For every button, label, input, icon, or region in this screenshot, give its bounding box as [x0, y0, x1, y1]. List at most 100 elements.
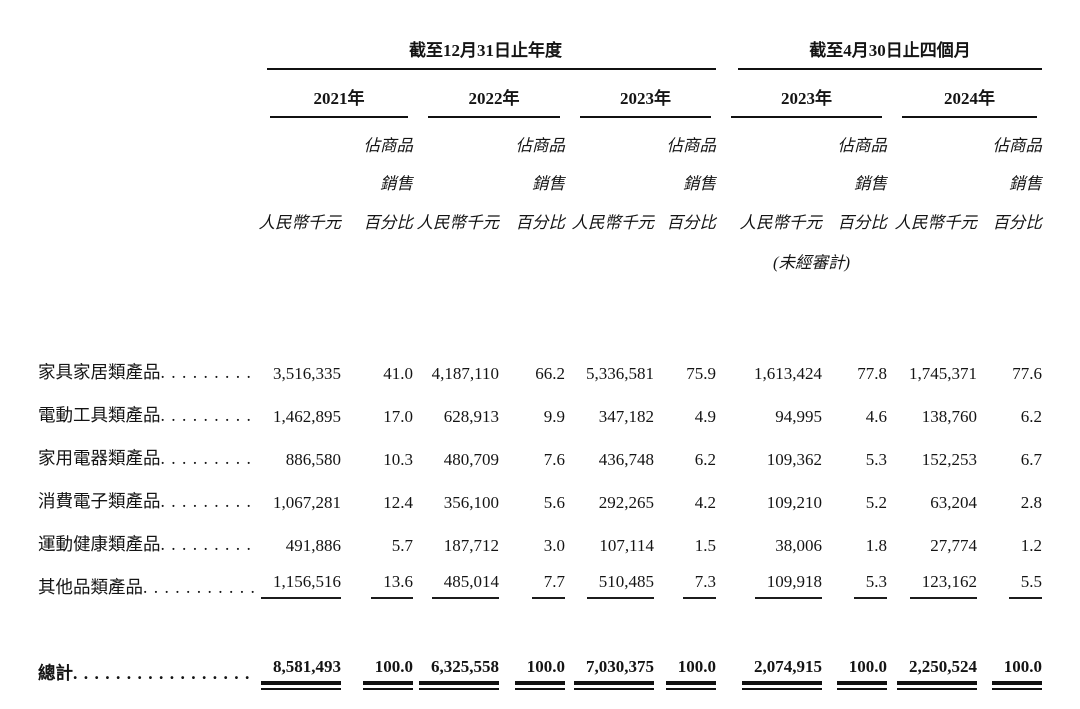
row-label: 其他品類產品: [38, 556, 255, 599]
empty-cell: [38, 24, 255, 70]
amount-cell: 480,709: [443, 450, 499, 469]
percent-cell: 5.3: [865, 450, 887, 469]
total-label: 總計: [38, 639, 255, 685]
spacer-row: [38, 273, 1042, 341]
percent-cell: 5.3: [822, 556, 887, 599]
percent-cell: 75.9: [686, 364, 716, 383]
total-percent-cell: 100.0: [654, 639, 717, 690]
pct-header-line2: 銷售: [854, 174, 887, 193]
percent-cell: 4.2: [694, 493, 716, 512]
table-row-consumer-electronics: 消費電子類產品 1,067,281 12.4 356,100 5.6 292,2…: [38, 470, 1042, 513]
amount-cell: 5,336,581: [586, 364, 654, 383]
year-rule: [902, 116, 1037, 118]
amount-header: 人民幣千元: [894, 213, 978, 232]
amount-cell: 109,210: [766, 493, 822, 512]
dot-leader: [161, 534, 256, 555]
year-rule: [270, 116, 408, 118]
percent-cell: 1.2: [1020, 536, 1042, 555]
amount-header: 人民幣千元: [571, 213, 655, 232]
year-header-row: 2021年 2022年 2023年 2023年 2024年: [38, 70, 1042, 118]
amount-cell: 63,204: [930, 493, 977, 512]
pct-header-line3: 百分比: [515, 213, 566, 232]
pct-header-line3: 百分比: [837, 213, 888, 232]
table-row-sports-health: 運動健康類產品 491,886 5.7 187,712 3.0 107,114 …: [38, 513, 1042, 556]
period-group-four-months: 截至4月30日止四個月: [716, 24, 1042, 70]
amount-cell: 109,918: [716, 556, 822, 599]
year-2021: 2021年: [255, 70, 413, 118]
amount-cell: 123,162: [887, 556, 977, 599]
total-amount-cell: 8,581,493: [255, 639, 341, 690]
dot-leader: [161, 448, 256, 469]
total-percent-cell: 100.0: [822, 639, 888, 690]
amount-cell: 94,995: [775, 407, 822, 426]
period-group-annual-label: 截至12月31日止年度: [409, 41, 562, 60]
amount-cell: 38,006: [775, 536, 822, 555]
year-2023: 2023年: [565, 70, 716, 118]
empty-cell: [38, 156, 255, 194]
sales-by-category-table: 截至12月31日止年度 截至4月30日止四個月 2021年 2022年 2023…: [38, 24, 1043, 690]
pct-header-line1: 佔商品: [992, 136, 1043, 155]
total-percent-cell: 100.0: [499, 639, 566, 690]
amount-cell: 292,265: [598, 493, 654, 512]
empty-cell: [38, 70, 255, 118]
percent-cell: 77.6: [1012, 364, 1042, 383]
total-amount-cell: 6,325,558: [413, 639, 499, 690]
percent-cell: 77.8: [857, 364, 887, 383]
percent-cell: 6.7: [1020, 450, 1042, 469]
spacer-row: [38, 599, 1042, 639]
table-row-power-tools: 電動工具類產品 1,462,895 17.0 628,913 9.9 347,1…: [38, 384, 1042, 427]
row-label: 家用電器類產品: [38, 427, 255, 470]
document-page: 截至12月31日止年度 截至4月30日止四個月 2021年 2022年 2023…: [0, 0, 1080, 685]
dot-leader: [73, 663, 255, 684]
group-rule: [738, 68, 1042, 70]
dot-leader: [161, 362, 256, 383]
dot-leader: [161, 405, 256, 426]
amount-cell: 152,253: [921, 450, 977, 469]
year-rule: [428, 116, 560, 118]
percent-cell: 3.0: [543, 536, 565, 555]
pct-header-line1: 佔商品: [837, 136, 888, 155]
dot-leader: [143, 577, 255, 598]
amount-cell: 1,462,895: [273, 407, 341, 426]
row-label: 消費電子類產品: [38, 470, 255, 513]
row-label: 運動健康類產品: [38, 513, 255, 556]
percent-cell: 6.2: [694, 450, 716, 469]
percent-cell: 2.8: [1020, 493, 1042, 512]
percent-cell: 10.3: [383, 450, 413, 469]
row-label: 家具家居類產品: [38, 341, 255, 384]
pct-header-line2: 銷售: [380, 174, 413, 193]
pct-header-line3: 百分比: [666, 213, 717, 232]
total-percent-cell: 100.0: [341, 639, 414, 690]
pct-header-line2: 銷售: [1009, 174, 1042, 193]
amount-cell: 347,182: [598, 407, 654, 426]
group-rule: [267, 68, 716, 70]
amount-cell: 510,485: [565, 556, 654, 599]
amount-cell: 628,913: [443, 407, 499, 426]
year-rule: [580, 116, 711, 118]
period-group-four-months-label: 截至4月30日止四個月: [809, 41, 971, 60]
amount-cell: 107,114: [599, 536, 654, 555]
pct-header-line2: 銷售: [532, 174, 565, 193]
percent-cell: 5.6: [543, 493, 565, 512]
subheader-row-4: (未經審計): [38, 233, 1042, 273]
year-2022: 2022年: [413, 70, 565, 118]
percent-cell: 7.7: [499, 556, 565, 599]
total-amount-cell: 2,250,524: [887, 639, 977, 690]
empty-cell: [38, 118, 255, 156]
amount-cell: 1,613,424: [754, 364, 822, 383]
amount-cell: 1,745,371: [909, 364, 977, 383]
amount-cell: 485,014: [413, 556, 499, 599]
percent-cell: 1.8: [865, 536, 887, 555]
pct-header-line3: 百分比: [992, 213, 1043, 232]
year-2024-four-months: 2024年: [887, 70, 1042, 118]
unaudited-note: (未經審計): [773, 253, 850, 272]
amount-cell: 1,156,516: [255, 556, 341, 599]
percent-cell: 5.7: [391, 536, 413, 555]
table-row-furniture-home: 家具家居類產品 3,516,335 41.0 4,187,110 66.2 5,…: [38, 341, 1042, 384]
pct-header-line1: 佔商品: [666, 136, 717, 155]
amount-cell: 109,362: [766, 450, 822, 469]
percent-cell: 5.2: [865, 493, 887, 512]
amount-cell: 886,580: [285, 450, 341, 469]
percent-cell: 5.5: [977, 556, 1042, 599]
pct-header-line3: 百分比: [363, 213, 414, 232]
